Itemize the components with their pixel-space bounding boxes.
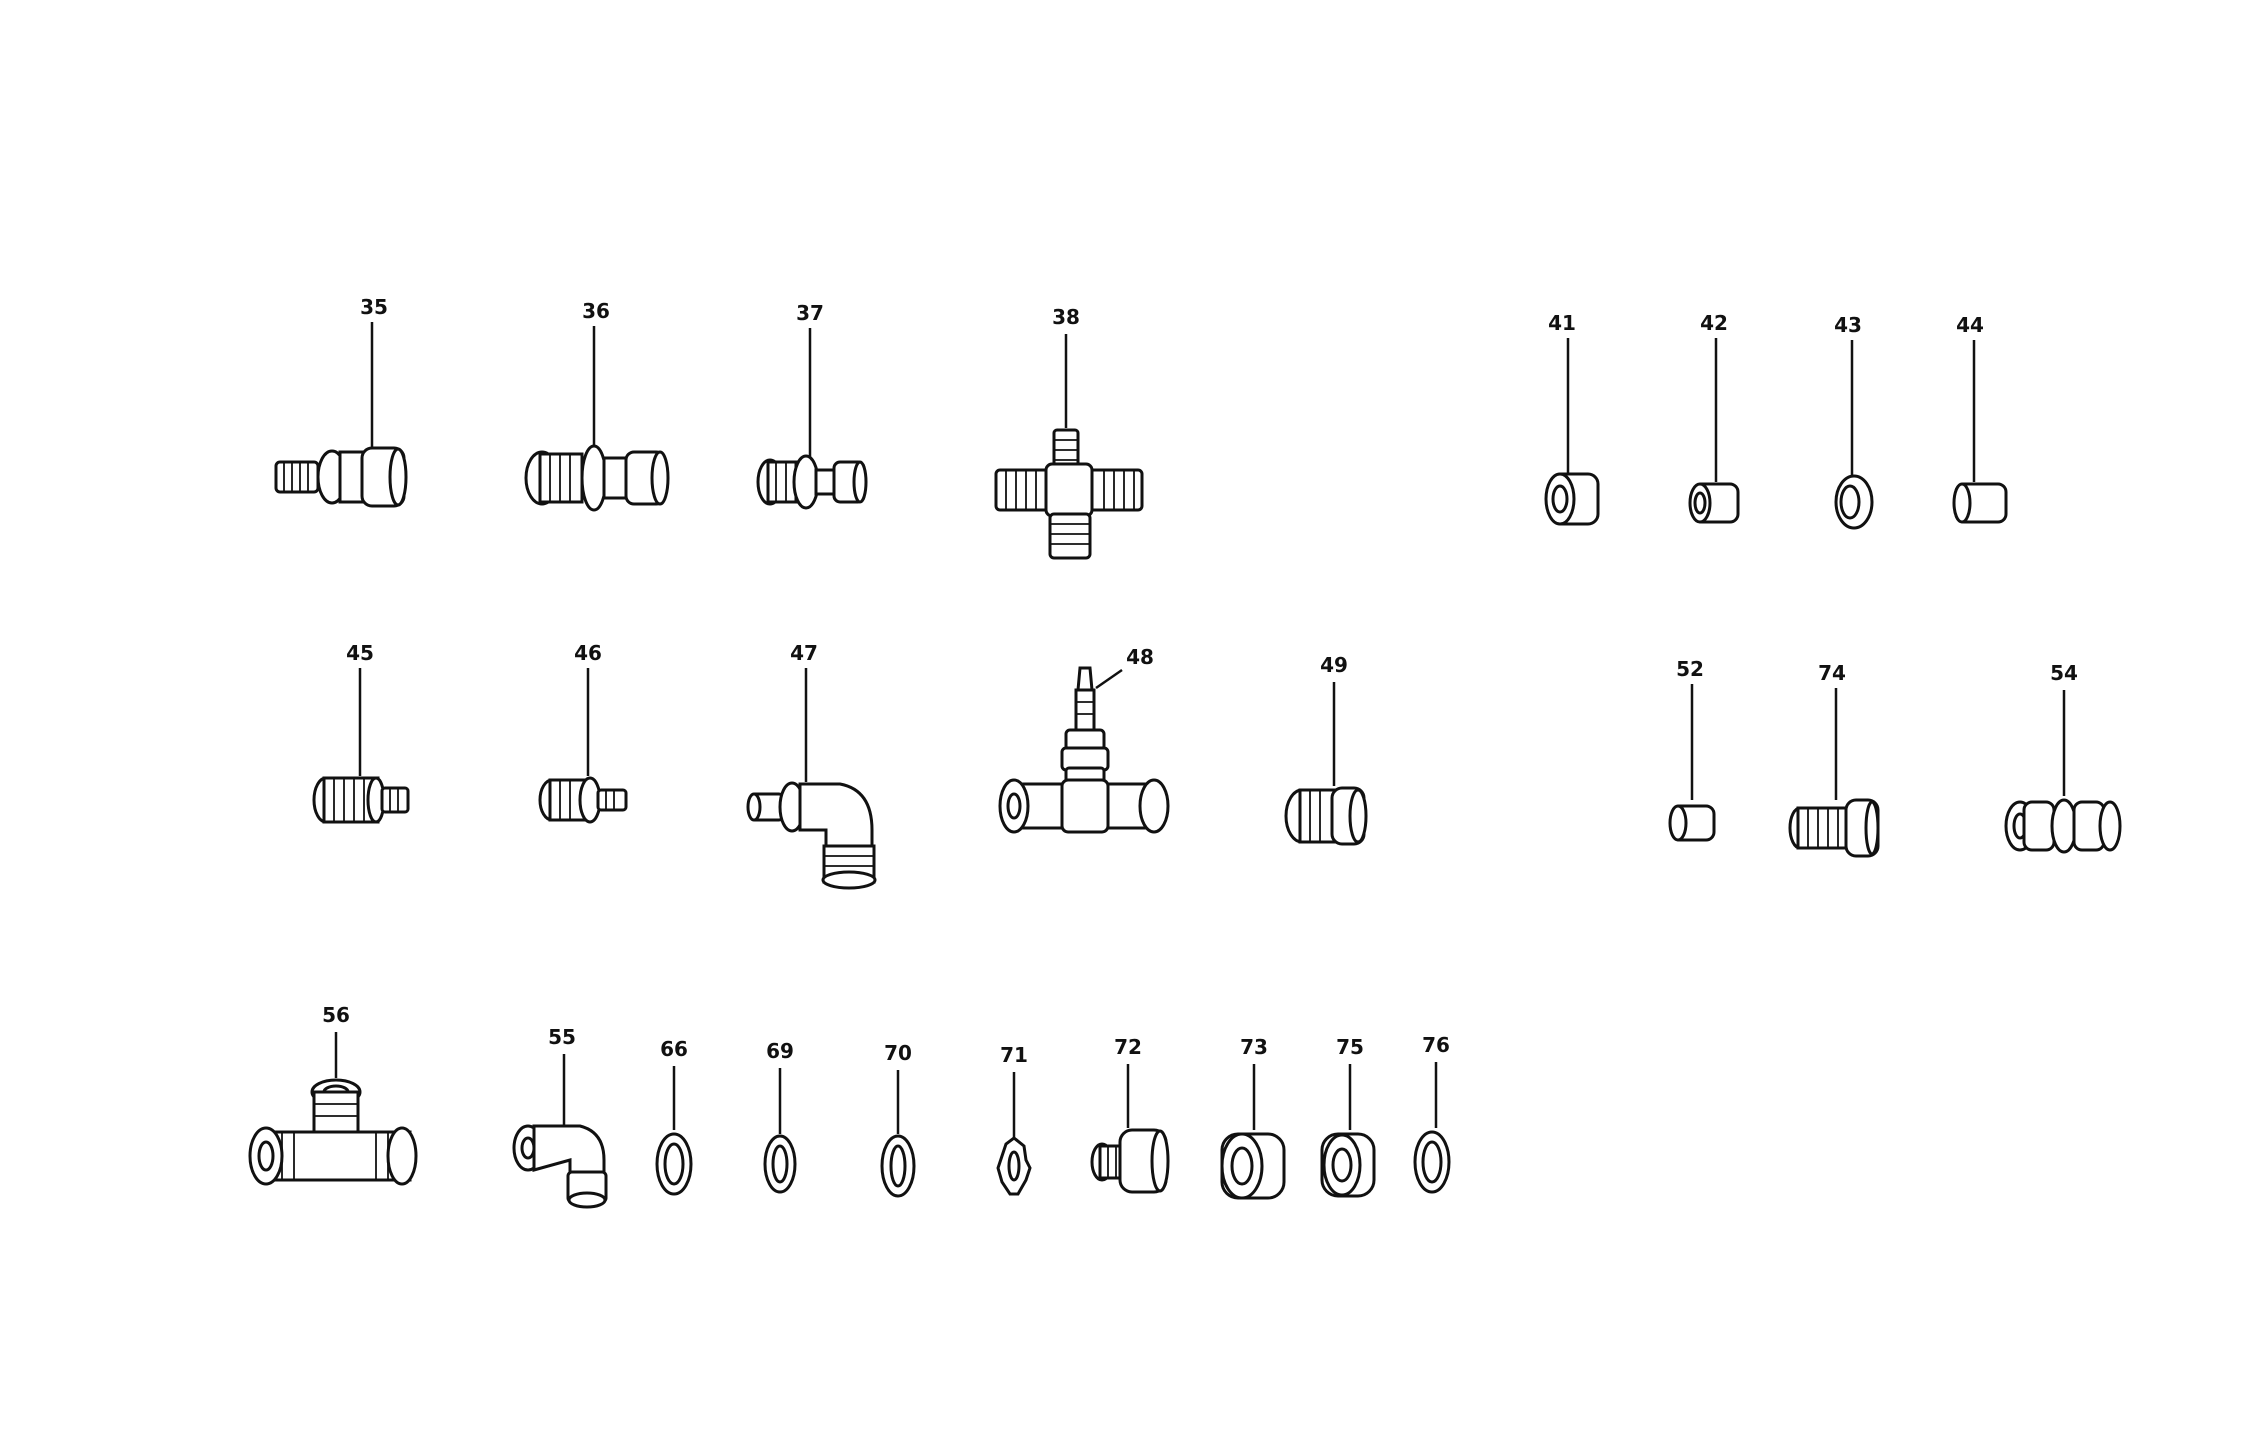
part-55: 55 <box>512 1025 608 1209</box>
part-label-76: 76 <box>1422 1033 1450 1057</box>
part-label-74: 74 <box>1818 661 1846 685</box>
part-label-42: 42 <box>1700 311 1728 335</box>
part-49: 49 <box>1284 653 1368 846</box>
part-52: 52 <box>1668 657 1716 842</box>
part-69: 69 <box>763 1039 797 1194</box>
part-label-54: 54 <box>2050 661 2078 685</box>
part-35: 35 <box>274 295 408 508</box>
part-label-73: 73 <box>1240 1035 1268 1059</box>
part-54: 54 <box>2004 661 2122 854</box>
part-label-41: 41 <box>1548 311 1576 335</box>
part-label-36: 36 <box>582 299 610 323</box>
part-45: 45 <box>312 641 410 824</box>
part-label-70: 70 <box>884 1041 912 1065</box>
part-label-52: 52 <box>1676 657 1704 681</box>
part-label-56: 56 <box>322 1003 350 1027</box>
part-label-48: 48 <box>1126 645 1154 669</box>
part-label-47: 47 <box>790 641 818 665</box>
part-71: 71 <box>996 1043 1032 1196</box>
part-label-71: 71 <box>1000 1043 1028 1067</box>
part-label-37: 37 <box>796 301 824 325</box>
part-label-55: 55 <box>548 1025 576 1049</box>
part-38: 38 <box>994 305 1144 560</box>
part-label-44: 44 <box>1956 313 1984 337</box>
part-36: 36 <box>524 299 670 512</box>
part-label-49: 49 <box>1320 653 1348 677</box>
part-label-66: 66 <box>660 1037 688 1061</box>
part-label-69: 69 <box>766 1039 794 1063</box>
part-76: 76 <box>1413 1033 1451 1194</box>
part-41: 41 <box>1544 311 1600 526</box>
part-label-46: 46 <box>574 641 602 665</box>
part-42: 42 <box>1688 311 1740 524</box>
part-66: 66 <box>655 1037 693 1196</box>
part-44: 44 <box>1952 313 2008 524</box>
part-43: 43 <box>1834 313 1874 530</box>
part-75: 75 <box>1320 1035 1376 1198</box>
part-73: 73 <box>1220 1035 1286 1200</box>
part-label-35: 35 <box>360 295 388 319</box>
part-70: 70 <box>880 1041 916 1198</box>
part-46: 46 <box>538 641 628 824</box>
part-label-45: 45 <box>346 641 374 665</box>
part-label-72: 72 <box>1114 1035 1142 1059</box>
part-47: 47 <box>746 641 877 890</box>
part-label-43: 43 <box>1834 313 1862 337</box>
part-label-38: 38 <box>1052 305 1080 329</box>
part-56: 56 <box>248 1003 418 1186</box>
part-72: 72 <box>1090 1035 1170 1194</box>
part-37: 37 <box>756 301 868 510</box>
part-label-75: 75 <box>1336 1035 1364 1059</box>
part-48: 48 <box>998 645 1170 834</box>
part-74: 74 <box>1788 661 1880 858</box>
